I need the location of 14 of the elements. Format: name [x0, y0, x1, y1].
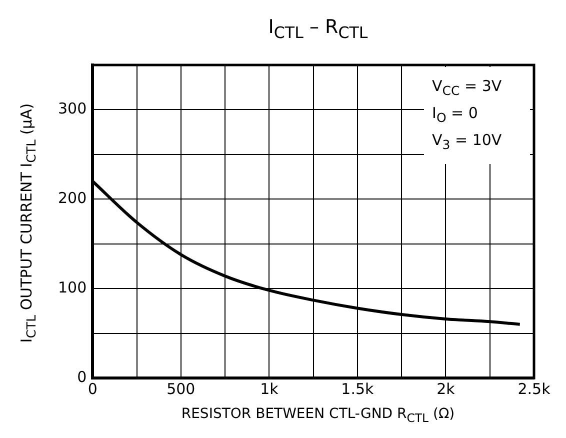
chart-title: I$_{CTL}$ – R$_{CTL}$ — [267, 16, 369, 42]
x-tick-label: 2k — [436, 380, 456, 398]
annotation: V$_{3}$ = 10V — [432, 130, 503, 154]
x-axis-title: RESISTOR BETWEEN CTL-GND R$_{CTL}$ (Ω) — [180, 406, 456, 425]
x-tick-label: 2.5k — [518, 380, 551, 398]
y-tick-label: 200 — [58, 189, 87, 208]
x-tick-label: 1k — [260, 380, 279, 398]
x-tick-label: 1.5k — [341, 380, 374, 398]
annotation: I$_{O}$ = 0 — [432, 103, 479, 127]
y-tick-label: 300 — [58, 100, 87, 118]
x-tick-label: 500 — [166, 380, 196, 398]
y-tick-label: 0 — [77, 368, 87, 386]
y-tick-label: 100 — [58, 278, 87, 296]
annotation: V$_{CC}$ = 3V — [432, 76, 503, 100]
